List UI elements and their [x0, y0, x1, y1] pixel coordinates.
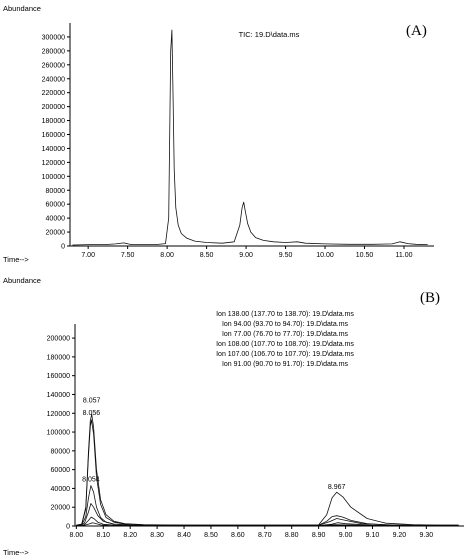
- y-tick-label: 180000: [42, 118, 65, 125]
- y-tick-label: 0: [66, 524, 70, 531]
- y-tick-label: 220000: [42, 90, 65, 97]
- y-tick-label: 200000: [42, 104, 65, 111]
- panel-b-trace-group: [76, 413, 459, 527]
- legend-entry: Ion 94.00 (93.70 to 94.70): 19.D\data.ms: [222, 321, 349, 328]
- panel-a-trace-group: [72, 29, 428, 246]
- panel-b-x-axis: 8.00 8.10 8.20 8.30 8.40 8.50 8.60 8.70 8.80 8.90…: [70, 526, 433, 539]
- legend-entry: Ion 138.00 (137.70 to 138.70): 19.D\data…: [216, 311, 354, 318]
- y-tick-label: 40000: [46, 216, 66, 223]
- x-tick-label: 8.50: [200, 252, 214, 259]
- x-tick-label: 9.20: [393, 532, 407, 539]
- series-line-3: [76, 485, 459, 526]
- panel-b-legend: Ion 138.00 (137.70 to 138.70): 19.D\data…: [216, 311, 354, 368]
- panel-a-title: TIC: 19.D\data.ms: [239, 30, 300, 39]
- legend-entry: Ion 91.00 (90.70 to 91.70): 19.D\data.ms: [222, 361, 349, 368]
- y-tick-label: 60000: [46, 202, 66, 209]
- y-tick-label: 20000: [46, 230, 66, 237]
- panel-a-y-axis: 0 20000 40000 60000 80000 100000 120000 140000 1…: [42, 34, 70, 251]
- x-tick-label: 9.00: [239, 252, 253, 259]
- y-tick-label: 80000: [46, 188, 66, 195]
- panel-a-label: (A): [406, 23, 427, 39]
- x-tick-label: 9.00: [339, 532, 353, 539]
- y-tick-label: 240000: [42, 76, 65, 83]
- y-tick-label: 80000: [51, 448, 71, 455]
- y-tick-label: 40000: [51, 486, 71, 493]
- x-tick-label: 11.00: [395, 252, 412, 259]
- panel-a-x-axis-label: Time-->: [3, 255, 29, 264]
- legend-entry: Ion 108.00 (107.70 to 108.70): 19.D\data…: [216, 341, 354, 348]
- y-tick-label: 160000: [47, 373, 70, 380]
- series-line-1: [76, 413, 459, 526]
- x-tick-label: 8.10: [96, 532, 110, 539]
- panel-b-label: (B): [420, 290, 440, 306]
- x-tick-label: 8.70: [258, 532, 272, 539]
- tic-chromatogram-panel: Abundance TIC: 19.D\data.ms (A) Time--> …: [3, 4, 434, 264]
- y-tick-label: 120000: [42, 160, 65, 167]
- x-tick-label: 8.00: [70, 532, 84, 539]
- x-tick-label: 10.50: [356, 252, 374, 259]
- y-tick-label: 260000: [42, 62, 65, 69]
- y-tick-label: 160000: [42, 132, 65, 139]
- y-tick-label: 100000: [42, 174, 65, 181]
- peak-label: 8.054: [82, 477, 100, 484]
- y-tick-label: 60000: [51, 467, 71, 474]
- series-line-4: [76, 503, 459, 527]
- panel-b-x-axis-label: Time-->: [3, 548, 29, 557]
- x-tick-label: 8.30: [150, 532, 164, 539]
- panel-a-x-axis: 7.00 7.50 8.00 8.50 9.00 9.50 10.00 10.50 11.00: [81, 246, 413, 259]
- panel-a-y-axis-label: Abundance: [3, 4, 41, 13]
- peak-label: 8.057: [83, 398, 101, 405]
- x-tick-label: 8.60: [231, 532, 245, 539]
- x-tick-label: 7.50: [121, 252, 135, 259]
- y-tick-label: 300000: [42, 34, 65, 41]
- x-tick-label: 8.90: [312, 532, 326, 539]
- panel-b-y-axis-label: Abundance: [3, 276, 41, 285]
- x-tick-label: 8.80: [285, 532, 299, 539]
- y-tick-label: 200000: [47, 336, 70, 343]
- x-tick-label: 8.00: [160, 252, 174, 259]
- peak-label: 8.056: [83, 410, 101, 417]
- x-tick-label: 9.30: [419, 532, 433, 539]
- legend-entry: Ion 107.00 (106.70 to 107.70): 19.D\data…: [216, 351, 354, 358]
- x-tick-label: 9.50: [279, 252, 293, 259]
- ion-chromatogram-panel: Abundance (B) Time--> Ion 138.00 (137.70…: [3, 276, 464, 557]
- x-tick-label: 8.20: [123, 532, 137, 539]
- y-tick-label: 120000: [47, 411, 70, 418]
- y-tick-label: 100000: [47, 430, 70, 437]
- series-line-5: [76, 516, 459, 527]
- y-tick-label: 280000: [42, 48, 65, 55]
- y-tick-label: 20000: [51, 505, 71, 512]
- legend-entry: Ion 77.00 (76.70 to 77.70): 19.D\data.ms: [222, 331, 349, 338]
- y-tick-label: 140000: [42, 146, 65, 153]
- x-tick-label: 8.40: [177, 532, 191, 539]
- y-tick-label: 140000: [47, 392, 70, 399]
- x-tick-label: 7.00: [81, 252, 95, 259]
- series-line-6: [76, 522, 459, 527]
- panel-b-y-axis: 0 20000 40000 60000 80000 100000 120000 140000 1…: [47, 336, 75, 531]
- y-tick-label: 180000: [47, 354, 70, 361]
- x-tick-label: 8.50: [204, 532, 218, 539]
- x-tick-label: 10.00: [316, 252, 334, 259]
- series-line-1: [72, 29, 428, 246]
- series-line-2: [76, 419, 459, 526]
- panel-b-annotations: 8.057 8.056 8.054 8.967: [82, 398, 345, 491]
- x-tick-label: 9.10: [366, 532, 380, 539]
- peak-label: 8.967: [328, 484, 346, 491]
- y-tick-label: 0: [61, 244, 65, 251]
